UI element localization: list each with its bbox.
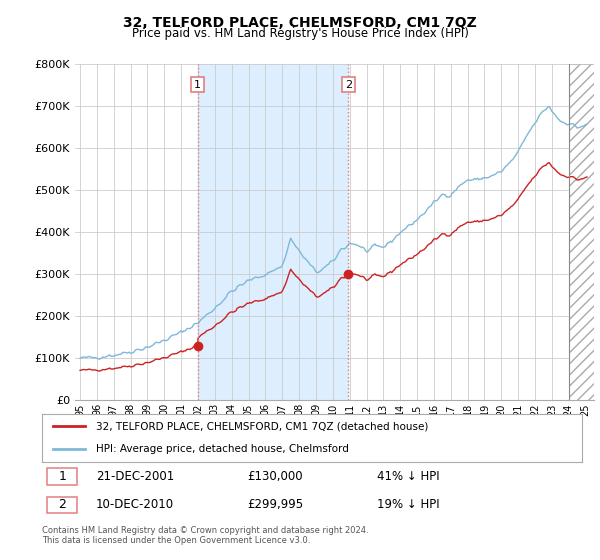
FancyBboxPatch shape	[47, 468, 77, 485]
Text: HPI: Average price, detached house, Chelmsford: HPI: Average price, detached house, Chel…	[96, 444, 349, 454]
Text: 19% ↓ HPI: 19% ↓ HPI	[377, 498, 439, 511]
Text: 41% ↓ HPI: 41% ↓ HPI	[377, 470, 439, 483]
Text: Contains HM Land Registry data © Crown copyright and database right 2024.: Contains HM Land Registry data © Crown c…	[42, 526, 368, 535]
Bar	[197, 64, 349, 400]
Text: 2: 2	[345, 80, 352, 90]
Text: This data is licensed under the Open Government Licence v3.0.: This data is licensed under the Open Gov…	[42, 536, 310, 545]
Text: £130,000: £130,000	[247, 470, 303, 483]
Text: 21-DEC-2001: 21-DEC-2001	[96, 470, 174, 483]
Bar	[569, 64, 594, 400]
Text: 1: 1	[58, 470, 66, 483]
Text: 32, TELFORD PLACE, CHELMSFORD, CM1 7QZ (detached house): 32, TELFORD PLACE, CHELMSFORD, CM1 7QZ (…	[96, 421, 428, 431]
Text: £299,995: £299,995	[247, 498, 304, 511]
Text: 1: 1	[194, 80, 201, 90]
Text: 2: 2	[58, 498, 66, 511]
Text: 32, TELFORD PLACE, CHELMSFORD, CM1 7QZ: 32, TELFORD PLACE, CHELMSFORD, CM1 7QZ	[123, 16, 477, 30]
Text: 10-DEC-2010: 10-DEC-2010	[96, 498, 174, 511]
Bar	[569, 64, 594, 400]
Text: Price paid vs. HM Land Registry's House Price Index (HPI): Price paid vs. HM Land Registry's House …	[131, 27, 469, 40]
FancyBboxPatch shape	[47, 497, 77, 513]
